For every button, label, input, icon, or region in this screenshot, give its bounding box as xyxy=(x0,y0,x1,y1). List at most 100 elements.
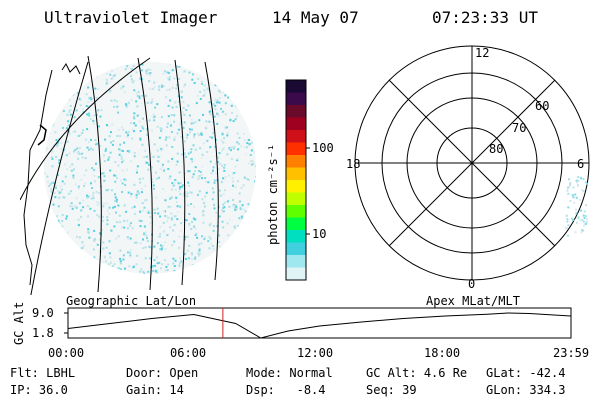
speckle-dot xyxy=(119,143,122,146)
speckle-dot xyxy=(239,261,242,263)
speckle-dot xyxy=(195,102,198,105)
colorbar-unit: photon cm⁻²s⁻¹ xyxy=(266,143,280,245)
speckle-dot xyxy=(179,230,182,232)
speckle-dot xyxy=(175,105,178,108)
speckle-dot xyxy=(111,189,113,192)
speckle-dot xyxy=(96,142,98,145)
speckle-dot xyxy=(153,119,156,122)
speckle-dot xyxy=(110,69,113,72)
speckle-dot xyxy=(110,261,112,264)
speckle-dot xyxy=(51,91,54,94)
speckle-dot xyxy=(241,204,244,207)
speckle-dot xyxy=(201,73,204,76)
speckle-dot xyxy=(204,177,207,180)
polar-speckle-dot xyxy=(569,182,572,184)
speckle-dot xyxy=(146,240,149,243)
speckle-dot xyxy=(159,226,162,228)
speckle-dot xyxy=(239,208,242,210)
speckle-dot xyxy=(250,129,253,132)
speckle-dot xyxy=(62,84,65,87)
speckle-dot xyxy=(129,252,132,254)
speckle-dot xyxy=(49,183,52,185)
speckle-dot xyxy=(135,100,138,103)
glat-value: -42.4 xyxy=(529,366,566,380)
speckle-dot xyxy=(187,249,190,252)
speckle-dot xyxy=(173,181,176,184)
speckle-dot xyxy=(114,196,117,199)
speckle-dot xyxy=(195,232,198,235)
speckle-dot xyxy=(216,112,218,115)
speckle-dot xyxy=(237,272,239,274)
polar-speckle-dot xyxy=(566,220,569,223)
speckle-dot xyxy=(200,80,203,83)
speckle-dot xyxy=(127,133,129,136)
speckle-dot xyxy=(141,191,143,194)
speckle-dot xyxy=(98,215,100,218)
speckle-dot xyxy=(235,207,238,210)
speckle-dot xyxy=(48,228,51,231)
speckle-dot xyxy=(194,148,197,151)
speckle-dot xyxy=(50,190,53,193)
speckle-dot xyxy=(84,138,87,141)
speckle-dot xyxy=(54,131,57,134)
speckle-dot xyxy=(76,235,79,238)
speckle-dot xyxy=(63,241,66,244)
speckle-dot xyxy=(87,141,90,144)
speckle-dot xyxy=(202,94,205,97)
speckle-dot xyxy=(203,84,206,87)
xtick-1800: 18:00 xyxy=(424,346,461,360)
speckle-dot xyxy=(119,135,122,138)
polar-speckle-dot xyxy=(579,199,582,201)
speckle-dot xyxy=(199,91,202,93)
speckle-dot xyxy=(110,77,113,80)
speckle-dot xyxy=(133,152,136,154)
speckle-dot xyxy=(242,219,245,221)
speckle-dot xyxy=(176,201,178,203)
speckle-dot xyxy=(140,220,143,222)
speckle-dot xyxy=(113,74,116,77)
speckle-dot xyxy=(184,83,187,86)
gain-value: 14 xyxy=(169,383,184,397)
speckle-dot xyxy=(253,94,256,97)
speckle-dot xyxy=(211,136,213,139)
speckle-dot xyxy=(184,140,186,143)
speckle-dot xyxy=(101,264,103,267)
speckle-dot xyxy=(59,90,62,93)
colorbar-segment xyxy=(286,117,306,131)
speckle-dot xyxy=(156,160,159,163)
speckle-dot xyxy=(203,238,206,240)
speckle-dot xyxy=(45,227,48,230)
speckle-dot xyxy=(213,225,215,228)
speckle-dot xyxy=(122,258,125,261)
speckle-dot xyxy=(222,177,225,180)
speckle-dot xyxy=(200,156,203,159)
colorbar-segment xyxy=(286,142,306,156)
speckle-dot xyxy=(218,259,221,261)
speckle-dot xyxy=(113,174,116,177)
speckle-dot xyxy=(237,224,240,227)
speckle-dot xyxy=(73,247,76,250)
speckle-dot xyxy=(80,216,82,218)
speckle-dot xyxy=(213,132,216,135)
speckle-dot xyxy=(106,216,109,219)
speckle-dot xyxy=(58,192,61,194)
polar-speckle-dot xyxy=(582,190,585,192)
colorbar-segment xyxy=(286,155,306,168)
speckle-dot xyxy=(93,169,96,172)
speckle-dot xyxy=(226,264,229,267)
speckle-dot xyxy=(171,69,174,72)
speckle-dot xyxy=(201,260,204,263)
speckle-dot xyxy=(249,94,252,97)
polar-speckle-dot xyxy=(572,219,575,221)
speckle-dot xyxy=(176,152,179,155)
speckle-dot xyxy=(209,160,212,163)
polar-speckle-dot xyxy=(577,179,580,182)
speckle-dot xyxy=(151,265,154,268)
speckle-dot xyxy=(44,214,47,217)
speckle-dot xyxy=(127,130,130,133)
lon-line-5 xyxy=(204,61,219,281)
speckle-dot xyxy=(187,257,190,260)
speckle-dot xyxy=(152,269,155,272)
speckle-dot xyxy=(244,234,247,237)
speckle-dot xyxy=(157,212,160,215)
